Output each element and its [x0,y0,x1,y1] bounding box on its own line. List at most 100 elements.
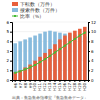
tick-mark [10,22,12,23]
tick-mark [40,80,41,82]
marker [44,58,46,60]
tick-mark [10,32,12,33]
tick-label: 6 [6,20,9,25]
tick-mark [88,70,90,71]
tick-mark [15,80,16,82]
legend-swatch [12,16,18,17]
legend-swatch [12,2,18,6]
bar [23,39,27,80]
tick-mark [88,61,90,62]
tick-mark [69,80,70,82]
tick-mark [10,80,12,81]
marker [24,68,26,70]
marker [29,66,31,68]
y2-axis: 0 2 4 6 8 10 12 [88,20,97,83]
tick: 6 [6,20,12,25]
legend-marker [14,15,16,17]
legend-item: 搜索件数（万件） [12,7,60,13]
tick-mark [10,51,12,52]
marker [69,41,71,43]
tick-label: 5 [6,29,9,34]
tick-mark [20,80,21,82]
tick: 4 [6,39,12,44]
bar [28,37,32,80]
legend-label: 下転数（万件） [20,2,55,7]
tick-mark [64,80,65,82]
tick-mark [88,80,90,81]
axis-line [89,23,91,81]
tick-label: 8 [91,39,94,44]
annotation: 出典：救急救命指導室『救急救命データ』 [12,95,88,100]
tick-mark [74,80,75,82]
tick: H20 [82,80,87,91]
marker [79,35,81,37]
bar [53,32,57,80]
tick: 1 [6,68,12,73]
tick: 8 [88,39,94,44]
bar [18,41,22,80]
tick: 0 [88,78,94,83]
axis-line [10,23,13,81]
tick-label: 6 [91,49,94,54]
marker [39,61,41,63]
tick-mark [10,61,12,62]
bar [63,36,67,80]
bar [48,49,52,80]
tick: 0 [6,78,12,83]
bar [13,43,17,80]
bar [68,34,72,80]
tick: 2 [6,58,12,63]
tick-label: 2 [91,68,94,73]
tick-label: 10 [91,29,97,34]
legend-label: 搜索件数（万件） [20,7,60,13]
bar [38,34,42,80]
tick: 5 [6,29,12,34]
bar [43,53,47,80]
bar [33,61,37,80]
legend-label: 比率（%） [20,13,44,19]
tick: 10 [88,29,97,34]
tick-mark [84,80,85,82]
tick-mark [35,80,36,82]
chart: H6H7H8H9H10H11H12H13H14H15H16H17H18H19H2… [0,0,100,100]
marker [19,70,21,72]
bar [63,34,67,80]
tick-mark [59,80,60,82]
tick-label: 4 [91,58,94,63]
tick-mark [30,80,31,82]
bar [68,33,72,80]
tick: 6 [88,49,94,54]
bar-series [13,27,86,80]
tick-label: 0 [91,78,94,83]
legend-item: 比率（%） [12,13,44,19]
tick-label: 3 [6,49,9,54]
tick-mark [50,80,51,82]
bar [33,36,37,80]
grid [12,22,88,80]
marker [84,32,86,34]
tick: 2 [88,68,94,73]
bar [53,44,57,80]
marker [14,72,16,74]
tick-mark [25,80,26,82]
tick-mark [88,51,90,52]
bar [13,72,17,80]
tick-mark [88,41,90,42]
bar [43,32,47,80]
bar [58,33,62,80]
x-axis: H6H7H8H9H10H11H12H13H14H15H16H17H18H19H2… [13,80,89,91]
marker [59,48,61,50]
grid-line [12,22,88,23]
axis-line [13,81,89,83]
tick-mark [10,70,12,71]
tick-label: 4 [6,39,9,44]
marker [64,45,66,47]
tick: 3 [6,49,12,54]
y-axis: 0 1 2 3 4 5 6 [6,20,12,83]
legend-item: 下転数（万件） [12,2,55,7]
tick-mark [54,80,55,82]
tick: 12 [88,20,97,25]
bar-series [13,31,86,80]
plot-area [13,27,86,80]
tick-label: 12 [91,20,97,25]
